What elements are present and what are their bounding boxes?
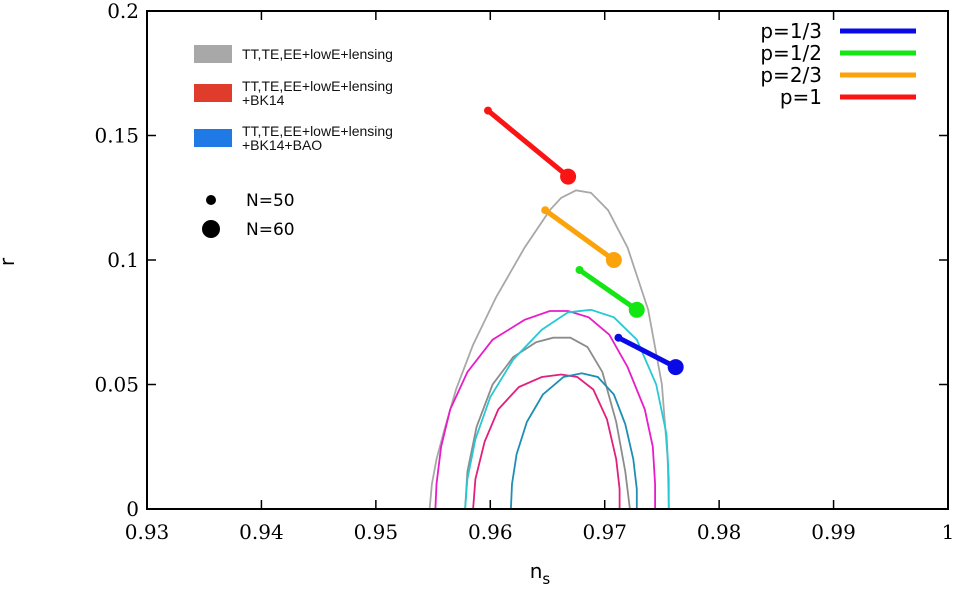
x-tick-label: 0.97 — [582, 520, 627, 544]
y-tick-label: 0.15 — [94, 124, 139, 148]
contour-2 — [434, 310, 656, 510]
p-legend-label-0: p=1/3 — [760, 19, 822, 43]
y-tick-label: 0.1 — [107, 248, 139, 272]
series-line-1 — [577, 267, 640, 313]
p-legend-label-2: p=2/3 — [760, 63, 822, 87]
series-point-n50-1 — [575, 265, 584, 274]
p-legend-label-3: p=1 — [780, 85, 822, 109]
marker-legend: N=50 N=60 — [202, 191, 295, 240]
series-point-n50-2 — [541, 206, 550, 215]
series-point-n50-0 — [614, 333, 623, 342]
contour-5 — [510, 372, 638, 510]
constraint-legend-swatch-0 — [194, 45, 232, 63]
series-point-n50-3 — [483, 106, 492, 115]
x-axis-title: ns — [530, 559, 551, 588]
constraint-legend-swatch-2 — [194, 129, 232, 147]
series-point-n60-2 — [605, 252, 622, 268]
series-point-n60-0 — [667, 359, 684, 376]
marker-legend-dot-small — [206, 195, 216, 205]
x-tick-label: 0.96 — [468, 520, 513, 544]
x-tick-label: 0.94 — [239, 520, 284, 544]
x-tick-label: 1 — [942, 520, 955, 544]
constraint-legend-label-0: TT,TE,EE+lowE+lensing — [242, 46, 393, 62]
y-tick-label: 0.05 — [94, 373, 139, 397]
contour-0 — [428, 189, 670, 510]
constraint-legend-label-2: TT,TE,EE+lowE+lensing — [242, 123, 393, 139]
series-line-0 — [615, 335, 679, 370]
y-axis-title: r — [0, 257, 19, 266]
series-line-3 — [485, 108, 571, 180]
x-axis-title-main: n — [530, 559, 543, 583]
constraint-contours — [428, 189, 670, 510]
contour-1 — [464, 336, 631, 510]
series-point-n60-1 — [628, 301, 645, 318]
constraint-legend-label-2: +BK14+BAO — [242, 137, 322, 153]
x-tick-label: 0.93 — [125, 520, 170, 544]
p-legend-label-1: p=1/2 — [760, 41, 822, 65]
constraint-legend-label-1: +BK14 — [242, 92, 285, 108]
x-tick-label: 0.98 — [697, 520, 742, 544]
series-point-n60-3 — [560, 168, 577, 185]
x-tick-label: 0.95 — [354, 520, 399, 544]
constraint-legend-label-1: TT,TE,EE+lowE+lensing — [242, 78, 393, 94]
axis-ticks — [146, 10, 949, 510]
series-line-2 — [542, 207, 617, 263]
marker-legend-label-0: N=50 — [246, 191, 295, 211]
x-axis-title-subscript: s — [542, 570, 550, 588]
contour-3 — [472, 373, 621, 510]
tick-labels: 0.93 0.94 0.95 0.96 0.97 0.98 0.99 1 0 0.05 0.1 0.1… — [94, 0, 954, 544]
constraint-legend: TT,TE,EE+lowE+lensing TT,TE,EE+lowE+lensi… — [194, 45, 393, 153]
p-legend: p=1/3p=1/2p=2/3p=1 — [760, 19, 916, 109]
constraint-legend-swatch-1 — [194, 84, 232, 102]
marker-legend-label-1: N=60 — [246, 220, 295, 240]
x-tick-label: 0.99 — [811, 520, 856, 544]
y-tick-label: 0 — [126, 497, 139, 521]
y-tick-label: 0.2 — [107, 0, 139, 23]
contour-4 — [464, 308, 670, 510]
marker-legend-dot-large — [202, 220, 220, 238]
model-trajectories — [483, 106, 684, 376]
